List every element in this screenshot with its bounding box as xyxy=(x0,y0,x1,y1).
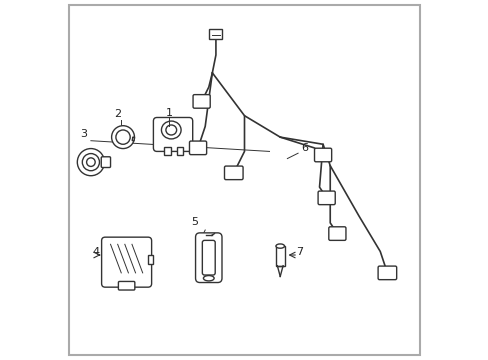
Text: 4: 4 xyxy=(93,247,100,257)
FancyBboxPatch shape xyxy=(193,95,210,108)
FancyBboxPatch shape xyxy=(189,141,206,155)
FancyBboxPatch shape xyxy=(102,237,151,287)
FancyBboxPatch shape xyxy=(328,227,345,240)
Text: 2: 2 xyxy=(114,109,121,120)
Bar xyxy=(164,147,170,155)
Ellipse shape xyxy=(165,125,176,135)
Bar xyxy=(176,147,183,155)
FancyBboxPatch shape xyxy=(118,282,135,290)
Bar xyxy=(209,29,222,39)
Bar xyxy=(275,246,284,266)
Circle shape xyxy=(82,154,99,171)
Ellipse shape xyxy=(161,121,181,139)
Ellipse shape xyxy=(275,244,284,248)
FancyBboxPatch shape xyxy=(317,191,335,204)
Bar xyxy=(148,255,153,264)
Text: 6: 6 xyxy=(301,143,308,153)
Circle shape xyxy=(86,158,95,166)
Ellipse shape xyxy=(203,275,214,281)
Text: 7: 7 xyxy=(296,247,303,257)
Text: 3: 3 xyxy=(80,129,87,139)
Circle shape xyxy=(116,130,130,144)
Text: 5: 5 xyxy=(191,217,198,227)
FancyBboxPatch shape xyxy=(195,233,222,283)
Wedge shape xyxy=(132,137,134,141)
FancyBboxPatch shape xyxy=(153,117,192,152)
Circle shape xyxy=(111,126,134,149)
FancyBboxPatch shape xyxy=(224,166,243,180)
FancyBboxPatch shape xyxy=(314,148,331,162)
FancyBboxPatch shape xyxy=(202,240,215,275)
Text: 1: 1 xyxy=(165,108,173,118)
FancyBboxPatch shape xyxy=(101,157,110,167)
FancyBboxPatch shape xyxy=(377,266,396,280)
Circle shape xyxy=(77,149,104,176)
